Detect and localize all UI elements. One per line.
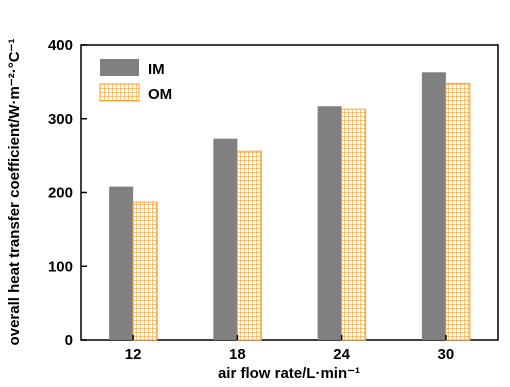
legend-swatch-im — [100, 59, 139, 76]
y-tick-label-0: 0 — [65, 332, 73, 349]
bar-om-12 — [132, 201, 158, 341]
y-axis-title: overall heat transfer coefficient/W·m⁻²·… — [6, 39, 23, 346]
bars-group — [109, 72, 471, 341]
x-tick-label-30: 30 — [438, 346, 455, 363]
bar-im-18 — [213, 138, 238, 340]
x-tick-label-24: 24 — [333, 346, 350, 363]
legend: IM OM — [99, 59, 172, 103]
legend-swatch-om — [99, 83, 140, 102]
y-tick-label-200: 200 — [48, 185, 73, 202]
y-tick-label-300: 300 — [48, 111, 73, 128]
bar-im-12 — [109, 186, 134, 340]
x-tick-label-12: 12 — [125, 346, 142, 363]
legend-label-im: IM — [148, 61, 165, 78]
x-tick-label-18: 18 — [229, 346, 246, 363]
bar-om-18 — [236, 150, 262, 341]
bar-im-30 — [421, 72, 446, 340]
y-axis: 0 100 200 300 400 — [48, 37, 87, 349]
bar-om-24 — [341, 108, 367, 341]
x-axis-title: air flow rate/L·min⁻¹ — [218, 365, 360, 382]
y-tick-label-100: 100 — [48, 258, 73, 275]
bar-om-30 — [445, 82, 471, 341]
x-axis: 12 18 24 30 — [125, 335, 454, 363]
bar-im-24 — [317, 106, 342, 341]
legend-label-om: OM — [148, 86, 172, 103]
y-tick-label-400: 400 — [48, 37, 73, 54]
